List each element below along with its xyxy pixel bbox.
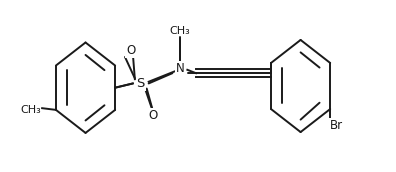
- Text: Br: Br: [330, 119, 343, 132]
- Text: CH₃: CH₃: [170, 26, 190, 36]
- Text: CH₃: CH₃: [20, 105, 41, 115]
- Text: S: S: [137, 77, 145, 90]
- Text: O: O: [148, 109, 157, 121]
- Text: O: O: [126, 44, 135, 57]
- Text: N: N: [176, 62, 185, 76]
